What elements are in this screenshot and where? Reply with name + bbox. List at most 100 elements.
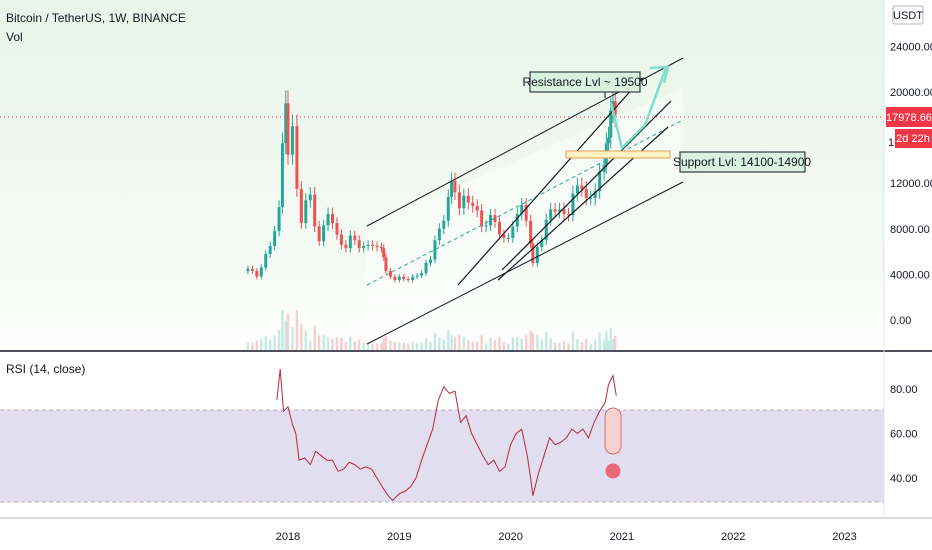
- volume-bar: [598, 332, 601, 350]
- candle-body: [609, 110, 613, 138]
- currency-badge[interactable]: [892, 5, 924, 25]
- candle-body: [506, 237, 510, 239]
- candle-body: [273, 231, 277, 246]
- candle-body: [402, 276, 406, 279]
- candle-body: [584, 188, 588, 199]
- volume-bar: [589, 344, 592, 350]
- volume-bar: [246, 342, 250, 350]
- countdown-badge: [895, 129, 932, 148]
- rsi-highlight-pill[interactable]: [604, 407, 622, 455]
- support-zone[interactable]: [565, 150, 671, 159]
- candle-body: [339, 234, 343, 245]
- volume-bar: [326, 337, 330, 350]
- candle-body: [259, 267, 263, 277]
- volume-bar: [415, 343, 419, 350]
- volume-bar: [529, 330, 532, 350]
- candle-body: [313, 194, 317, 227]
- candle-body: [397, 276, 401, 281]
- inner-channel-line-3[interactable]: [501, 100, 672, 271]
- volume-bar: [553, 342, 557, 350]
- candle-body: [562, 209, 566, 214]
- candle-body: [544, 219, 548, 241]
- volume-bar: [300, 324, 303, 350]
- volume-bar: [268, 339, 272, 350]
- outer-channel-midline[interactable]: [366, 119, 684, 286]
- current-price-badge: [886, 107, 932, 127]
- time-axis[interactable]: 2018 2019 2020 2021 2022 2023: [276, 531, 857, 543]
- candle-body: [384, 257, 388, 271]
- volume-bar: [349, 336, 352, 350]
- candle-body: [611, 101, 615, 111]
- candle-body: [598, 171, 602, 192]
- time-tick-label: 2023: [832, 531, 856, 543]
- candle-body: [344, 244, 348, 249]
- volume-bar: [304, 330, 308, 350]
- trend-lines[interactable]: [366, 57, 684, 345]
- candle-body: [531, 243, 535, 263]
- volume-bar: [344, 342, 348, 350]
- volume-bar: [284, 320, 287, 350]
- candle-body: [493, 215, 497, 222]
- candle-body: [353, 235, 357, 241]
- time-tick-label: 2020: [498, 531, 522, 543]
- volume-bar: [295, 310, 299, 350]
- candle-body: [515, 213, 519, 227]
- candle-body: [382, 248, 386, 258]
- volume-bar: [602, 340, 606, 350]
- volume-bar: [453, 337, 457, 350]
- price-axis[interactable]: 0.00 4000.00 8000.00 12000.00 20000.00 24000.…: [890, 41, 932, 327]
- candle-body: [502, 234, 506, 238]
- volume-bar: [393, 342, 397, 350]
- volume-bar: [493, 340, 497, 350]
- volume-bar: [520, 338, 523, 350]
- volume-bar: [340, 338, 343, 350]
- price-tick-label: 20000.00: [890, 87, 932, 99]
- volume-bar: [614, 335, 617, 350]
- volume-bar: [433, 332, 437, 350]
- candle-body: [308, 194, 312, 201]
- volume-bar: [384, 336, 388, 350]
- volume-bar: [362, 342, 365, 350]
- volume-bar: [558, 342, 561, 350]
- time-tick-label: 2022: [721, 531, 745, 543]
- candle-body: [415, 275, 419, 277]
- volume-bar: [380, 343, 383, 350]
- candle-body: [268, 245, 272, 254]
- candle-body: [535, 247, 539, 263]
- volume-bar: [309, 340, 312, 350]
- volume-bar: [277, 330, 281, 350]
- resistance-label-box[interactable]: [529, 71, 641, 93]
- rsi-highlight-dot[interactable]: [605, 463, 621, 479]
- candle-body: [393, 276, 397, 281]
- rsi-tick-label: 40.00: [890, 473, 918, 485]
- rsi-line: [276, 368, 617, 502]
- volume-bar: [438, 337, 441, 350]
- support-label-box[interactable]: [679, 151, 806, 173]
- candle-body: [304, 200, 308, 224]
- volume-bar: [467, 340, 470, 350]
- candle-body: [520, 204, 524, 214]
- volume-bar: [281, 310, 284, 350]
- volume-bar: [335, 337, 339, 350]
- outer-channel-bottom-line[interactable]: [366, 181, 684, 345]
- volume-bar: [420, 342, 423, 350]
- inner-channel-line-1[interactable]: [457, 77, 643, 286]
- candle-body: [484, 225, 488, 227]
- projection-arrow[interactable]: [609, 65, 670, 151]
- volume-bar: [447, 330, 450, 350]
- support-label: Support Lvl: 14100-14900: [673, 155, 811, 169]
- candle-body: [575, 185, 579, 194]
- candle-body: [411, 276, 415, 281]
- rsi-axis[interactable]: 40.00 60.00 80.00: [890, 384, 918, 485]
- candle-body: [540, 240, 544, 248]
- volume-bar: [264, 336, 267, 350]
- candle-body: [331, 213, 335, 224]
- candle-body: [489, 215, 493, 226]
- rsi-title: RSI (14, close): [6, 362, 85, 376]
- candle-body: [549, 209, 553, 220]
- volume-bar: [371, 343, 374, 350]
- volume-bar: [317, 335, 321, 350]
- candle-body: [295, 126, 299, 189]
- volume-bar: [562, 341, 566, 350]
